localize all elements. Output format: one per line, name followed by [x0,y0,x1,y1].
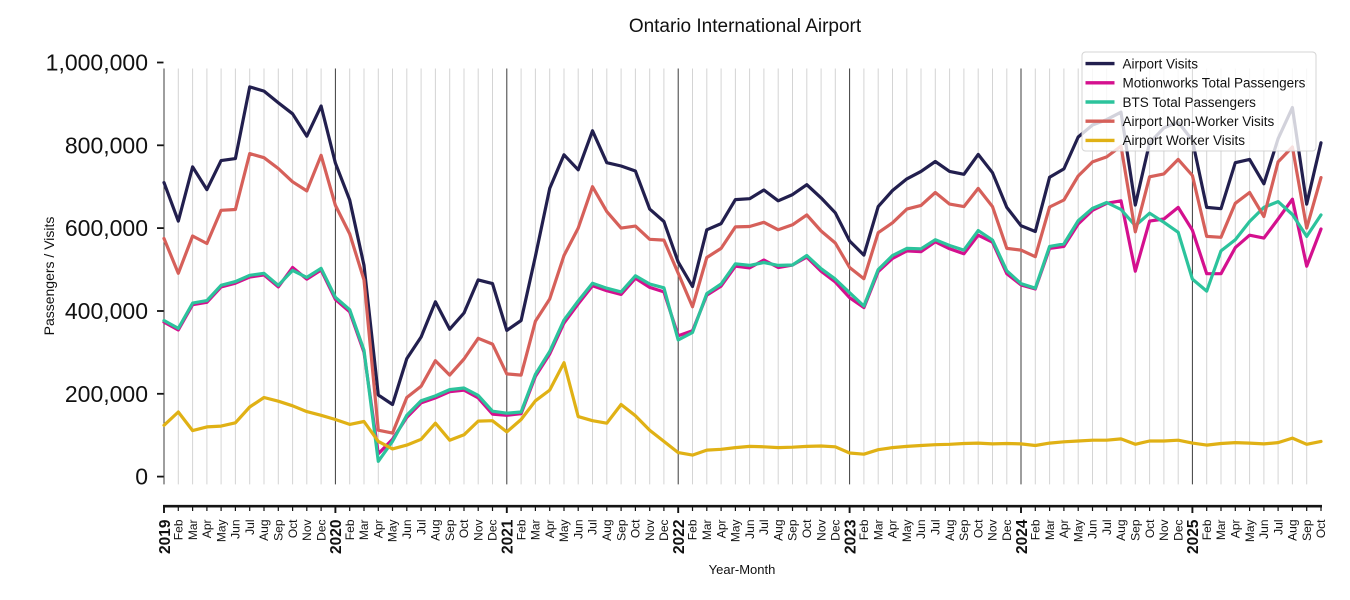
svg-text:Jul: Jul [929,520,943,535]
svg-text:BTS Total Passengers: BTS Total Passengers [1123,95,1257,110]
svg-text:Feb: Feb [1200,519,1214,540]
svg-text:Jul: Jul [414,520,428,535]
svg-text:Apr: Apr [714,520,728,539]
svg-text:2022: 2022 [671,520,688,554]
svg-text:Aug: Aug [771,520,785,541]
svg-text:Nov: Nov [300,520,314,541]
svg-text:Oct: Oct [971,519,985,538]
svg-text:Aug: Aug [1114,520,1128,541]
svg-text:Aug: Aug [429,520,443,541]
svg-text:Oct: Oct [1314,519,1328,538]
svg-text:May: May [1243,520,1257,543]
svg-text:Apr: Apr [200,520,214,539]
svg-text:May: May [729,520,743,543]
svg-text:0: 0 [135,464,148,490]
svg-text:Motionworks Total Passengers: Motionworks Total Passengers [1123,76,1306,91]
svg-text:Nov: Nov [814,520,828,541]
svg-text:Feb: Feb [686,519,700,540]
svg-text:Feb: Feb [343,519,357,540]
svg-text:2019: 2019 [157,519,174,554]
svg-text:Dec: Dec [486,520,500,541]
svg-text:Dec: Dec [829,520,843,541]
svg-text:Dec: Dec [314,520,328,541]
svg-text:400,000: 400,000 [65,298,148,324]
svg-text:Sep: Sep [786,519,800,541]
svg-text:Sep: Sep [272,519,286,541]
svg-text:Sep: Sep [443,519,457,541]
svg-text:May: May [557,520,571,543]
svg-text:Feb: Feb [1029,519,1043,540]
svg-text:Jun: Jun [400,520,414,539]
svg-text:Mar: Mar [1214,520,1228,541]
svg-text:Mar: Mar [1043,520,1057,541]
svg-text:Dec: Dec [1171,520,1185,541]
svg-text:Dec: Dec [1000,520,1014,541]
svg-text:Apr: Apr [1229,520,1243,539]
svg-text:Mar: Mar [529,520,543,541]
svg-text:Year-Month: Year-Month [709,562,776,577]
svg-text:Airport Visits: Airport Visits [1123,56,1199,71]
svg-text:Mar: Mar [357,520,371,541]
svg-text:600,000: 600,000 [65,215,148,241]
svg-text:2020: 2020 [328,520,345,554]
svg-text:Nov: Nov [471,520,485,541]
svg-text:Apr: Apr [543,520,557,539]
svg-text:Jul: Jul [757,520,771,535]
svg-text:Jul: Jul [1100,520,1114,535]
svg-text:Apr: Apr [886,520,900,539]
svg-text:2025: 2025 [1185,519,1202,554]
svg-text:May: May [386,520,400,543]
svg-text:Jun: Jun [571,520,585,539]
svg-text:Jun: Jun [229,520,243,539]
svg-text:Sep: Sep [1129,519,1143,541]
svg-text:Apr: Apr [372,520,386,539]
svg-text:Dec: Dec [657,520,671,541]
svg-text:Mar: Mar [700,520,714,541]
svg-text:Jun: Jun [743,520,757,539]
svg-text:May: May [214,520,228,543]
svg-text:Aug: Aug [257,520,271,541]
svg-text:Sep: Sep [1300,519,1314,541]
svg-text:Nov: Nov [986,520,1000,541]
svg-text:Oct: Oct [457,519,471,538]
svg-text:Sep: Sep [957,519,971,541]
svg-text:200,000: 200,000 [65,381,148,407]
svg-text:Aug: Aug [600,520,614,541]
svg-text:May: May [1071,520,1085,543]
svg-text:Jun: Jun [1086,520,1100,539]
svg-text:Airport Worker Visits: Airport Worker Visits [1123,133,1246,148]
svg-text:Jun: Jun [914,520,928,539]
svg-text:Passengers / Visits: Passengers / Visits [41,217,57,336]
svg-text:Oct: Oct [1143,519,1157,538]
svg-text:Aug: Aug [943,520,957,541]
svg-text:Feb: Feb [514,519,528,540]
svg-text:Mar: Mar [871,520,885,541]
svg-text:Jul: Jul [586,520,600,535]
svg-text:Feb: Feb [857,519,871,540]
svg-text:Ontario International Airport: Ontario International Airport [629,16,862,37]
svg-text:Oct: Oct [800,519,814,538]
svg-text:Nov: Nov [643,520,657,541]
svg-text:Jun: Jun [1257,520,1271,539]
svg-text:Jul: Jul [243,520,257,535]
svg-text:2023: 2023 [842,519,859,554]
svg-text:Sep: Sep [614,519,628,541]
svg-text:Feb: Feb [172,519,186,540]
svg-text:May: May [900,520,914,543]
svg-text:2024: 2024 [1014,519,1031,554]
svg-text:Nov: Nov [1157,520,1171,541]
svg-text:Apr: Apr [1057,520,1071,539]
svg-text:Oct: Oct [286,519,300,538]
svg-text:800,000: 800,000 [65,132,148,158]
svg-text:Oct: Oct [629,519,643,538]
svg-text:Mar: Mar [186,520,200,541]
svg-text:1,000,000: 1,000,000 [46,50,148,76]
svg-text:Jul: Jul [1271,520,1285,535]
svg-text:Aug: Aug [1286,520,1300,541]
svg-text:Airport Non-Worker Visits: Airport Non-Worker Visits [1123,114,1275,129]
svg-text:2021: 2021 [500,519,517,554]
